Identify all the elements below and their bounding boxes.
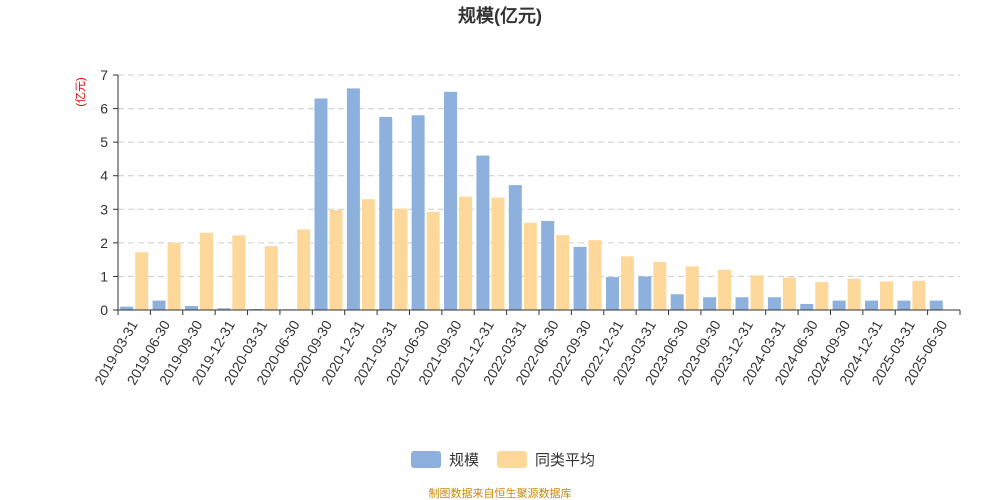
- bar-category-average[interactable]: [718, 269, 732, 310]
- bar-category-average[interactable]: [167, 242, 181, 310]
- y-tick-label: 7: [100, 67, 108, 83]
- bar-category-average[interactable]: [135, 252, 149, 310]
- bar-category-average[interactable]: [782, 277, 796, 310]
- bar-category-average[interactable]: [394, 208, 408, 310]
- legend-label-category-average[interactable]: 同类平均: [535, 452, 595, 469]
- y-tick-label: 5: [100, 134, 108, 150]
- bar-scale[interactable]: [120, 306, 134, 310]
- legend-swatch-category-average[interactable]: [497, 451, 527, 468]
- bar-category-average[interactable]: [620, 256, 634, 310]
- data-source-note: 制图数据来自恒生聚源数据库: [429, 486, 572, 500]
- bar-category-average[interactable]: [459, 196, 473, 310]
- bar-scale[interactable]: [314, 98, 328, 311]
- bar-category-average[interactable]: [556, 235, 570, 310]
- bar-category-average[interactable]: [361, 199, 375, 310]
- bar-scale[interactable]: [670, 294, 684, 310]
- bar-scale[interactable]: [767, 297, 781, 310]
- bar-category-average[interactable]: [491, 197, 505, 310]
- bar-category-average[interactable]: [653, 261, 667, 310]
- bar-scale[interactable]: [541, 221, 555, 310]
- bar-scale[interactable]: [249, 308, 263, 310]
- bar-category-average[interactable]: [523, 222, 537, 310]
- bar-category-average[interactable]: [750, 275, 764, 310]
- bar-scale[interactable]: [735, 297, 749, 310]
- bar-scale[interactable]: [217, 308, 231, 310]
- bar-category-average[interactable]: [426, 211, 440, 310]
- y-tick-label: 3: [100, 201, 108, 217]
- bar-category-average[interactable]: [232, 235, 246, 310]
- bars: [120, 88, 943, 311]
- bar-category-average[interactable]: [912, 280, 926, 310]
- bar-scale[interactable]: [444, 91, 458, 311]
- bar-scale[interactable]: [573, 246, 587, 310]
- bar-scale[interactable]: [638, 276, 652, 310]
- bar-category-average[interactable]: [329, 209, 343, 310]
- bar-scale[interactable]: [865, 300, 879, 310]
- bar-scale[interactable]: [605, 277, 619, 310]
- bar-category-average[interactable]: [880, 281, 894, 310]
- bar-scale[interactable]: [508, 185, 522, 310]
- bar-scale[interactable]: [832, 300, 846, 310]
- chart-title: 规模(亿元): [458, 5, 542, 26]
- y-tick-label: 1: [100, 268, 108, 284]
- legend[interactable]: 规模 同类平均: [411, 451, 595, 469]
- bar-scale[interactable]: [929, 300, 943, 310]
- bar-category-average[interactable]: [685, 266, 699, 310]
- legend-swatch-scale[interactable]: [411, 451, 441, 468]
- bar-scale[interactable]: [184, 305, 198, 310]
- y-tick-label: 0: [100, 302, 108, 318]
- bar-scale[interactable]: [703, 297, 717, 310]
- y-tick-label: 6: [100, 101, 108, 117]
- y-tick-label: 2: [100, 235, 108, 251]
- bar-scale[interactable]: [476, 155, 490, 310]
- bar-category-average[interactable]: [588, 240, 602, 310]
- bar-category-average[interactable]: [815, 282, 829, 310]
- bar-scale[interactable]: [411, 115, 425, 311]
- bar-scale[interactable]: [346, 88, 360, 310]
- y-axis-unit-label: (亿元): [74, 77, 87, 106]
- bar-category-average[interactable]: [297, 229, 311, 310]
- bar-category-average[interactable]: [199, 232, 213, 310]
- bar-category-average[interactable]: [264, 246, 278, 310]
- bar-scale[interactable]: [800, 303, 814, 310]
- y-tick-label: 4: [100, 168, 108, 184]
- bar-category-average[interactable]: [847, 278, 861, 310]
- bar-scale[interactable]: [897, 300, 911, 310]
- grid-lines: [118, 74, 960, 277]
- bar-scale[interactable]: [379, 116, 393, 310]
- legend-label-scale[interactable]: 规模: [449, 452, 479, 469]
- bar-scale[interactable]: [152, 300, 166, 310]
